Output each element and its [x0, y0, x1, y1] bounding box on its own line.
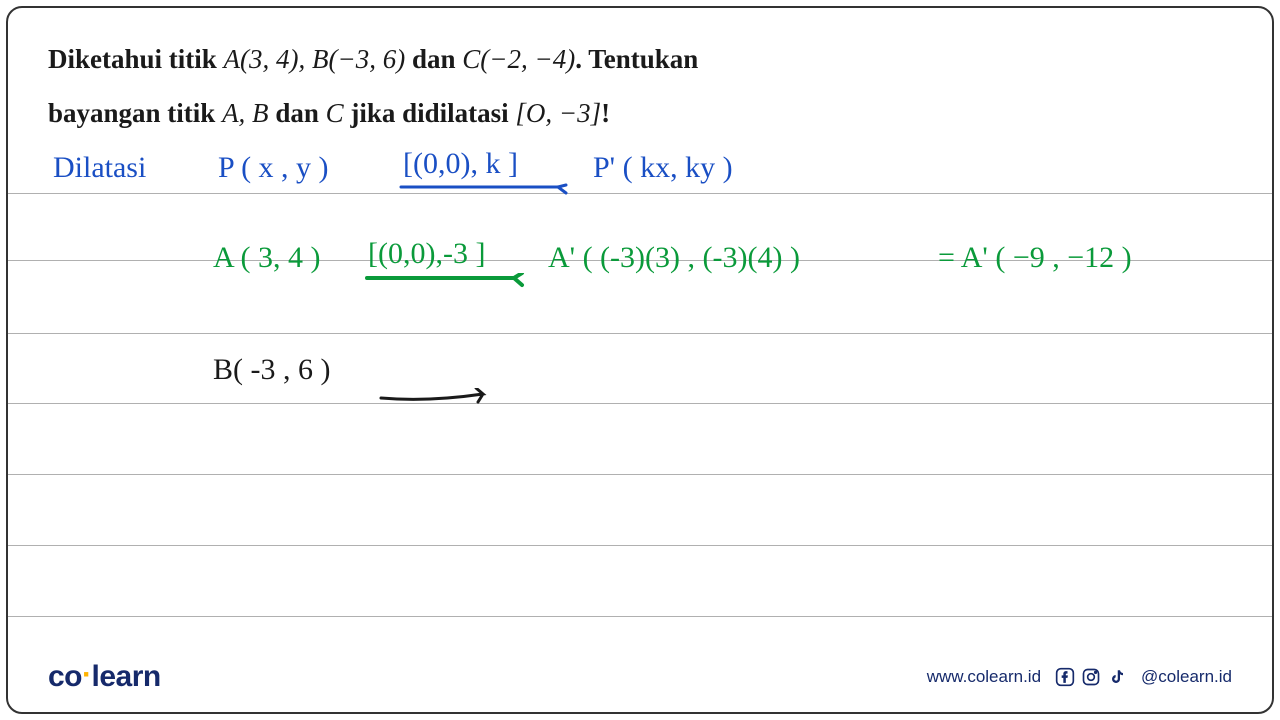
q-text-5: dan — [275, 98, 325, 128]
hw-rule1: [(0,0), k ] — [403, 147, 518, 181]
arrow-underline-green — [364, 273, 539, 295]
footer-url: www.colearn.id — [927, 667, 1041, 687]
q-dilation: [O, −3] — [515, 98, 601, 128]
colearn-logo: co·learn — [48, 660, 161, 694]
footer-right: www.colearn.id @colearn.id — [927, 667, 1232, 687]
rule-line — [8, 474, 1272, 475]
question-block: Diketahui titik A(3, 4), B(−3, 6) dan C(… — [48, 32, 1232, 140]
arrow-underline-blue — [398, 183, 583, 203]
rule-line — [8, 403, 1272, 404]
q-pointB: B(−3, 6) — [312, 44, 412, 74]
hw-rule2: [(0,0),-3 ] — [368, 237, 485, 271]
q-text-3: . Tentukan — [575, 44, 698, 74]
hw-aprime-result: = A' ( −9 , −12 ) — [938, 241, 1132, 275]
hw-pprime: P' ( kx, ky ) — [593, 151, 733, 185]
rule-line — [8, 333, 1272, 334]
q-c: C — [326, 98, 351, 128]
logo-left: co — [48, 660, 82, 693]
hw-a34: A ( 3, 4 ) — [213, 241, 321, 275]
hw-pxy: P ( x , y ) — [218, 151, 329, 185]
hw-dilatasi: Dilatasi — [53, 151, 146, 185]
q-text-1: Diketahui titik — [48, 44, 224, 74]
logo-right: learn — [92, 660, 161, 693]
social-icons — [1055, 667, 1127, 687]
hw-b: B( -3 , 6 ) — [213, 353, 330, 387]
hw-aprime-calc: A' ( (-3)(3) , (-3)(4) ) — [548, 241, 800, 275]
content-frame: Diketahui titik A(3, 4), B(−3, 6) dan C(… — [6, 6, 1274, 714]
rule-line — [8, 193, 1272, 194]
q-text-6: jika didilatasi — [350, 98, 515, 128]
rule-line — [8, 616, 1272, 617]
tiktok-icon — [1107, 667, 1127, 687]
q-abc: A, B — [222, 98, 275, 128]
question-line-2: bayangan titik A, B dan C jika didilatas… — [48, 86, 1232, 140]
facebook-icon — [1055, 667, 1075, 687]
q-text-2: dan — [412, 44, 462, 74]
ruled-work-area: Dilatasi P ( x , y ) [(0,0), k ] P' ( kx… — [8, 163, 1272, 642]
q-text-4: bayangan titik — [48, 98, 222, 128]
instagram-icon — [1081, 667, 1101, 687]
rule-line — [8, 545, 1272, 546]
footer: co·learn www.colearn.id @colearn.id — [48, 660, 1232, 694]
arrow-black — [378, 388, 508, 413]
footer-handle: @colearn.id — [1141, 667, 1232, 687]
logo-dot-icon: · — [82, 658, 92, 691]
question-line-1: Diketahui titik A(3, 4), B(−3, 6) dan C(… — [48, 32, 1232, 86]
q-pointA: A(3, 4), — [224, 44, 312, 74]
q-excl: ! — [601, 98, 610, 128]
q-pointC: C(−2, −4) — [462, 44, 575, 74]
